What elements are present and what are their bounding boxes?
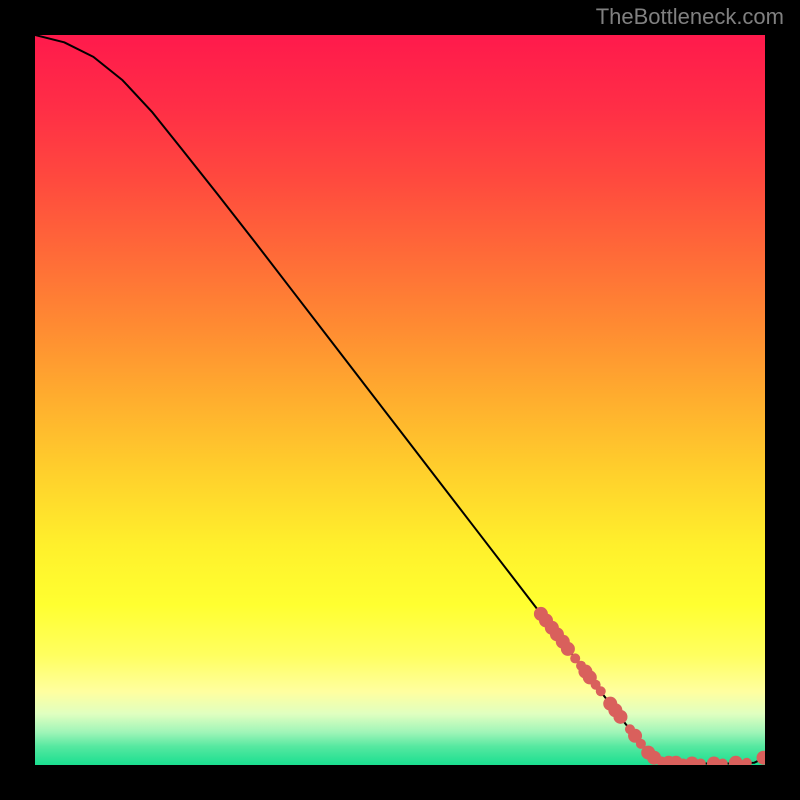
marker-point (561, 642, 575, 656)
chart-plot-area (35, 35, 765, 765)
chart-background (35, 35, 765, 765)
page-root: TheBottleneck.com (0, 0, 800, 800)
marker-point (613, 710, 627, 724)
marker-point (596, 686, 606, 696)
attribution-text: TheBottleneck.com (596, 4, 784, 30)
chart-svg (35, 35, 765, 765)
